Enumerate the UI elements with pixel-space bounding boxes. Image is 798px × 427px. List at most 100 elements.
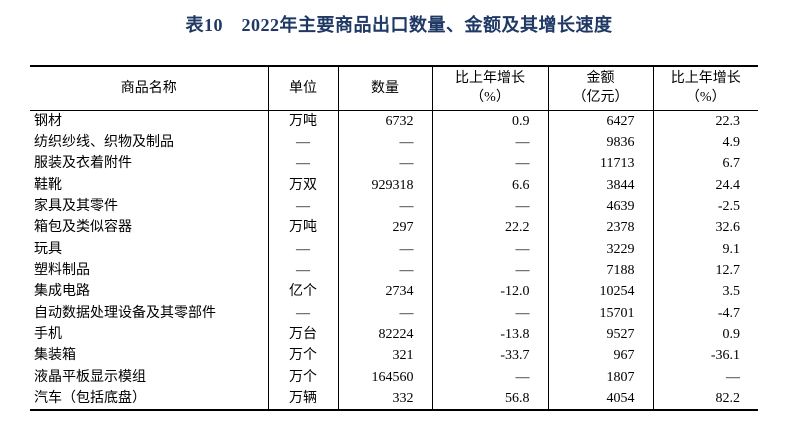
commodity-name-cell: 服装及衣着附件	[30, 153, 269, 175]
value-cell: 15701	[548, 302, 654, 324]
unit-cell: —	[268, 302, 339, 324]
unit-cell: —	[268, 195, 339, 218]
unit-cell: —	[268, 238, 339, 260]
page-title: 表10 2022年主要商品出口数量、金额及其增长速度	[185, 15, 613, 35]
value-cell: 4639	[548, 195, 654, 218]
table-header: 商品名称 单位 数量 比上年增长 （%） 金额 （亿元） 比上年增长 （%）	[30, 66, 758, 111]
column-header-commodity: 商品名称	[30, 66, 269, 111]
value-growth-cell: 0.9	[722, 326, 741, 342]
value-cell: 4054	[548, 387, 654, 411]
quantity-growth-cell: 0.9	[432, 110, 549, 132]
table-row: 箱包及类似容器 万吨 297 22.2 2378 32.6	[30, 217, 758, 239]
quantity-cell: —	[338, 131, 433, 154]
commodity-name-cell: 液晶平板显示模组	[30, 366, 269, 388]
quantity-growth-cell: —	[432, 302, 549, 324]
quantity-growth-cell: —	[432, 153, 549, 175]
value-growth-cell: -36.1	[710, 348, 740, 364]
quantity-cell: —	[338, 259, 433, 282]
commodity-name-cell: 集装箱	[30, 345, 269, 367]
column-header-value-growth: 比上年增长 （%）	[653, 66, 758, 111]
commodity-name-cell: 手机	[30, 323, 269, 346]
commodity-name-cell: 家具及其零件	[30, 195, 269, 218]
quantity-cell: 82224	[338, 323, 433, 346]
value-cell: 2378	[548, 217, 654, 239]
table-row: 纺织纱线、织物及制品 — — —9836 4.9	[30, 131, 758, 154]
column-header-quantity-growth: 比上年增长 （%）	[432, 66, 549, 111]
quantity-cell: —	[338, 153, 433, 175]
commodity-name-cell: 鞋靴	[30, 174, 269, 196]
quantity-cell: 6732	[338, 110, 433, 132]
unit-cell: 亿个	[268, 281, 339, 303]
value-cell: 10254	[548, 281, 654, 303]
table-row: 汽车（包括底盘） 万辆 332 56.8 4054 82.2	[30, 387, 758, 411]
column-header-quantity: 数量	[338, 66, 433, 111]
unit-cell: 万台	[268, 323, 339, 346]
table-header-row: 商品名称 单位 数量 比上年增长 （%） 金额 （亿元） 比上年增长 （%）	[30, 66, 758, 111]
unit-cell: 万个	[268, 366, 339, 388]
quantity-cell: 929318	[338, 174, 433, 196]
value-growth-cell: 6.7	[722, 156, 741, 172]
quantity-growth-cell: 6.6	[432, 174, 549, 196]
value-growth-cell: 3.5	[722, 284, 741, 300]
commodity-name-cell: 塑料制品	[30, 259, 269, 282]
table-row: 自动数据处理设备及其零部件 — — —15701 -4.7	[30, 302, 758, 324]
quantity-cell: 332	[338, 387, 433, 411]
table-row: 家具及其零件 — — —4639 -2.5	[30, 195, 758, 218]
unit-cell: 万双	[268, 174, 339, 196]
quantity-cell: 164560	[338, 366, 433, 388]
export-commodities-table: 商品名称 单位 数量 比上年增长 （%） 金额 （亿元） 比上年增长 （%） 钢…	[30, 65, 758, 412]
value-growth-cell: —	[726, 369, 740, 385]
table-body: 钢材 万吨 6732 0.9 6427 22.3 纺织纱线、织物及制品 — — —9836 4.9 服…	[30, 110, 758, 411]
quantity-cell: 2734	[338, 281, 433, 303]
quantity-growth-cell: 56.8	[432, 387, 549, 411]
table-row: 玩具 — — —3229 9.1	[30, 238, 758, 260]
table-row: 鞋靴 万双 929318 6.6 3844 24.4	[30, 174, 758, 196]
value-cell: 6427	[548, 110, 654, 132]
quantity-growth-cell: -13.8	[432, 323, 549, 346]
quantity-growth-cell: -33.7	[432, 345, 549, 367]
quantity-growth-cell: 22.2	[432, 217, 549, 239]
quantity-cell: 321	[338, 345, 433, 367]
value-growth-cell: 32.6	[715, 220, 741, 236]
quantity-cell: —	[338, 238, 433, 260]
quantity-growth-cell: —	[432, 131, 549, 154]
value-growth-cell: 4.9	[722, 134, 741, 150]
unit-cell: 万个	[268, 345, 339, 367]
table-row: 钢材 万吨 6732 0.9 6427 22.3	[30, 110, 758, 132]
value-cell: 11713	[548, 153, 654, 175]
quantity-growth-cell: —	[432, 259, 549, 282]
value-growth-cell: 12.7	[715, 262, 741, 278]
table-row: 服装及衣着附件 — — —11713 6.7	[30, 153, 758, 175]
value-growth-cell: 82.2	[715, 390, 741, 406]
table-row: 塑料制品 — — —7188 12.7	[30, 259, 758, 282]
table-row: 集装箱 万个 321 -33.7 967 -36.1	[30, 345, 758, 367]
value-growth-cell: -2.5	[717, 198, 740, 214]
value-growth-cell: 9.1	[722, 241, 741, 257]
unit-cell: —	[268, 131, 339, 154]
value-cell: 1807	[548, 366, 654, 388]
quantity-growth-cell: —	[432, 195, 549, 218]
value-cell: 7188	[548, 259, 654, 282]
value-cell: 967	[548, 345, 654, 367]
value-cell: 3844	[548, 174, 654, 196]
value-cell: 9836	[548, 131, 654, 154]
column-header-unit: 单位	[268, 66, 339, 111]
quantity-cell: 297	[338, 217, 433, 239]
commodity-name-cell: 汽车（包括底盘）	[30, 387, 269, 411]
commodity-name-cell: 集成电路	[30, 281, 269, 303]
commodity-name-cell: 钢材	[30, 110, 269, 132]
value-cell: 3229	[548, 238, 654, 260]
unit-cell: —	[268, 153, 339, 175]
table-row: 液晶平板显示模组 万个 164560—1807—	[30, 366, 758, 388]
table-row: 手机 万台 82224 -13.8 9527 0.9	[30, 323, 758, 346]
quantity-growth-cell: —	[432, 238, 549, 260]
value-growth-cell: -4.7	[717, 305, 740, 321]
column-header-value: 金额 （亿元）	[548, 66, 654, 111]
value-growth-cell: 22.3	[715, 113, 741, 129]
value-cell: 9527	[548, 323, 654, 346]
quantity-growth-cell: -12.0	[432, 281, 549, 303]
unit-cell: —	[268, 259, 339, 282]
value-growth-cell: 24.4	[715, 177, 741, 193]
unit-cell: 万吨	[268, 217, 339, 239]
commodity-name-cell: 箱包及类似容器	[30, 217, 269, 239]
